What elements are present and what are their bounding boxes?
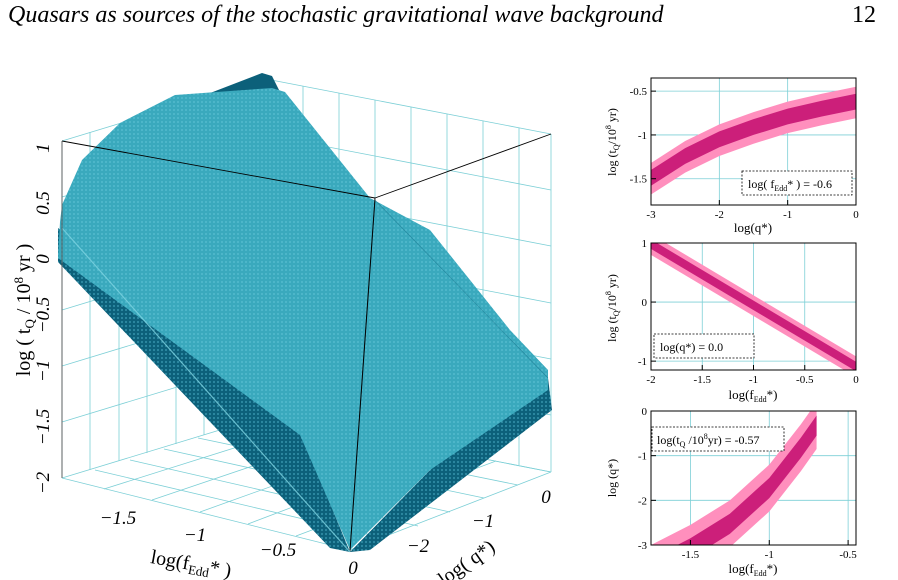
y-tick-label: -1 <box>638 356 647 368</box>
z-tick-label: 1 <box>33 143 54 153</box>
y-axis-label: log (tQ/108 yr) <box>604 274 621 342</box>
z-axis-label: log ( tQ / 108 yr ) <box>11 244 37 377</box>
surface-mesh <box>58 73 552 553</box>
y-tick-label: 0 <box>642 297 648 309</box>
x-tick-label: -1.5 <box>694 374 712 386</box>
panel-middle: -2 -1.5 -1 -0.5 0 1 0 -1 <box>638 238 859 386</box>
z-tick-label: −1.5 <box>33 409 54 446</box>
x-tick-label: -2 <box>715 209 724 221</box>
x-tick-label: -3 <box>646 209 656 221</box>
annotation-text: log(tQ /108yr) = -0.57 <box>657 432 760 449</box>
y-tick-label: -0.5 <box>630 86 648 98</box>
y-tick-label: -1 <box>638 130 647 142</box>
x-tick-label: -1 <box>783 209 792 221</box>
y-tick-label: -2 <box>638 495 647 507</box>
annotation-text: log( fEdd* ) = -0.6 <box>748 177 832 193</box>
x-tick-label: −1.5 <box>100 508 137 529</box>
y-axis-label: log (q*) <box>605 459 619 497</box>
x-tick-label: -1 <box>765 549 774 561</box>
x-axis-ticks: −1.5 −1 −0.5 0 <box>100 508 359 579</box>
side-panels: -3 -2 -1 0-0.5-1-1.5-2 -1.5 -1 -0.5 010-1-1.5 -1… <box>604 77 859 578</box>
y-tick-label: 0 <box>642 406 648 418</box>
x-tick-label: -1 <box>749 374 758 386</box>
x-tick-label: -2 <box>646 374 655 386</box>
z-tick-label: 0 <box>33 254 54 264</box>
x-axis-label: log(fEdd*) <box>728 387 777 404</box>
x-tick-label: −0.5 <box>260 540 297 561</box>
y-axis-ticks: −2 −1 0 <box>407 487 551 557</box>
y-tick-label: -1.5 <box>630 174 648 186</box>
annotation-text: log(q*) = 0.0 <box>660 340 723 354</box>
x-tick-label: −1 <box>184 525 206 546</box>
annotation-box <box>653 333 755 359</box>
page-number: 12 <box>852 2 876 28</box>
annotation-box <box>741 170 853 196</box>
annotation-box <box>651 426 785 452</box>
y-tick-label: 0 <box>541 487 551 508</box>
x-tick-label: -0.5 <box>839 549 857 561</box>
band-inner <box>651 93 856 186</box>
x-tick-label: -0.5 <box>796 374 814 386</box>
panel-top: -3 -2 -1 0 -0.5 -1 -1.5 <box>630 77 859 221</box>
running-header-title: Quasars as sources of the stochastic gra… <box>8 2 664 28</box>
surface-face <box>58 88 548 550</box>
panel-bottom: -1.5 -1 -0.5 0 -1 -2 -3 <box>638 406 857 561</box>
surface-3d-plot: 1 0.5 0 −0.5 −1 −1.5 −2 log ( tQ / 108 y… <box>11 73 552 580</box>
y-tick-label: 1 <box>642 238 648 250</box>
z-tick-label: −2 <box>33 471 54 494</box>
y-tick-label: -3 <box>638 540 648 552</box>
x-axis-label: log(fEdd* ) <box>149 546 233 580</box>
y-axis-label: log (tQ/108 yr) <box>604 108 621 176</box>
x-tick-label: 0 <box>348 558 358 579</box>
z-axis-ticks: 1 0.5 0 −0.5 −1 −1.5 −2 <box>33 143 54 494</box>
z-tick-label: 0.5 <box>33 191 54 215</box>
y-tick-label: −1 <box>472 511 494 532</box>
x-axis-label: log(fEdd*) <box>728 561 777 578</box>
x-tick-label: 0 <box>853 209 859 221</box>
y-tick-label: -1 <box>638 451 647 463</box>
x-tick-label: 0 <box>853 374 859 386</box>
z-tick-label: −1 <box>33 360 54 382</box>
y-tick-label: −2 <box>407 536 430 557</box>
z-tick-label: −0.5 <box>33 297 54 334</box>
y-axis-label: log( q*) <box>434 536 499 580</box>
band-inner <box>651 243 856 370</box>
x-tick-label: -1.5 <box>682 549 700 561</box>
box-edges <box>61 133 552 551</box>
plot-frame <box>650 410 857 546</box>
plot-frame <box>650 77 857 206</box>
x-axis-label: log(q*) <box>734 220 772 235</box>
